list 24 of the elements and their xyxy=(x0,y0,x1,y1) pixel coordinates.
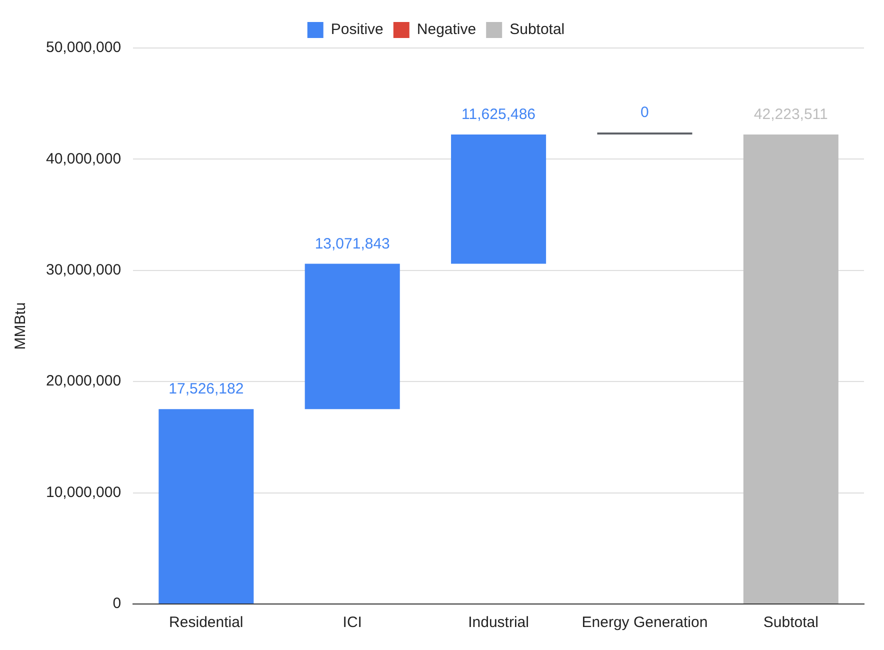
legend-label: Negative xyxy=(416,21,476,38)
bar xyxy=(158,409,254,604)
y-tick-label: 50,000,000 xyxy=(46,39,122,56)
y-tick-label: 30,000,000 xyxy=(46,262,122,279)
x-tick-label: ICI xyxy=(342,614,362,632)
legend-label: Positive xyxy=(330,21,384,38)
x-tick-label: Energy Generation xyxy=(582,614,708,632)
y-axis-title: MMBtu xyxy=(12,302,30,350)
bar xyxy=(451,134,546,264)
y-tick-label: 10,000,000 xyxy=(46,484,122,501)
legend-label: Subtotal xyxy=(510,21,565,38)
y-tick-label: 0 xyxy=(112,595,122,612)
y-tick-label: 20,000,000 xyxy=(46,372,122,390)
x-tick-label: Industrial xyxy=(468,614,529,632)
bar xyxy=(304,264,400,410)
data-label: 17,526,182 xyxy=(168,380,244,398)
data-label: 13,071,843 xyxy=(314,235,390,252)
data-label: 11,625,486 xyxy=(462,106,536,124)
x-tick-label: Residential xyxy=(169,614,244,632)
x-tick-label: Subtotal xyxy=(763,614,818,632)
y-tick-label: 40,000,000 xyxy=(46,150,122,168)
bar xyxy=(743,134,838,604)
data-label: 42,223,511 xyxy=(754,106,828,124)
data-label: 0 xyxy=(640,104,649,122)
